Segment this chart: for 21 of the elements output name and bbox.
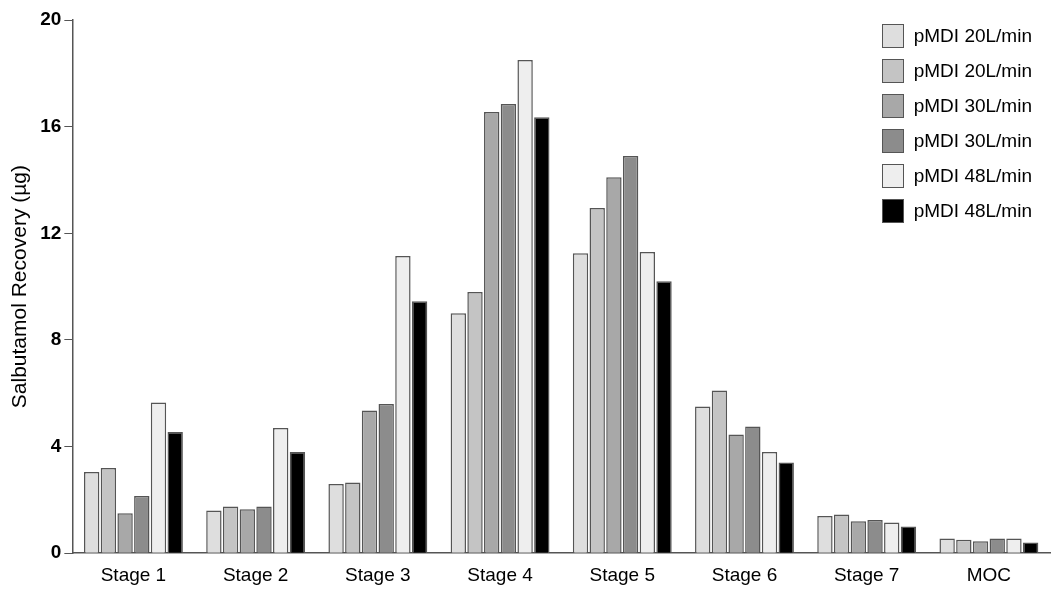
x-tick-label: Stage 6 — [711, 563, 778, 585]
x-tick-label: MOC — [966, 563, 1012, 585]
y-tick-label: 16 — [40, 114, 62, 136]
y-tick-label: 0 — [50, 541, 62, 563]
x-tick-label: Stage 7 — [833, 563, 900, 585]
y-tick-label: 8 — [50, 328, 62, 350]
y-tick-label: 12 — [40, 221, 62, 243]
legend-label: pMDI 20L/min — [913, 24, 1032, 47]
legend-label: pMDI 48L/min — [913, 164, 1032, 187]
legend-label: pMDI 20L/min — [913, 59, 1032, 82]
x-tick-label: Stage 5 — [589, 563, 656, 585]
x-tick-label: Stage 2 — [222, 563, 289, 585]
legend-label: pMDI 48L/min — [913, 199, 1032, 222]
x-tick-label: Stage 4 — [467, 563, 534, 585]
legend-label: pMDI 30L/min — [913, 94, 1032, 117]
legend-label: pMDI 30L/min — [913, 129, 1032, 152]
y-tick-label: 20 — [40, 8, 62, 30]
y-axis-title: Salbutamol Recovery (µg) — [7, 165, 31, 409]
x-tick-label: Stage 3 — [345, 563, 411, 585]
y-tick-label: 4 — [50, 434, 62, 456]
x-tick-label: Stage 1 — [100, 563, 167, 585]
